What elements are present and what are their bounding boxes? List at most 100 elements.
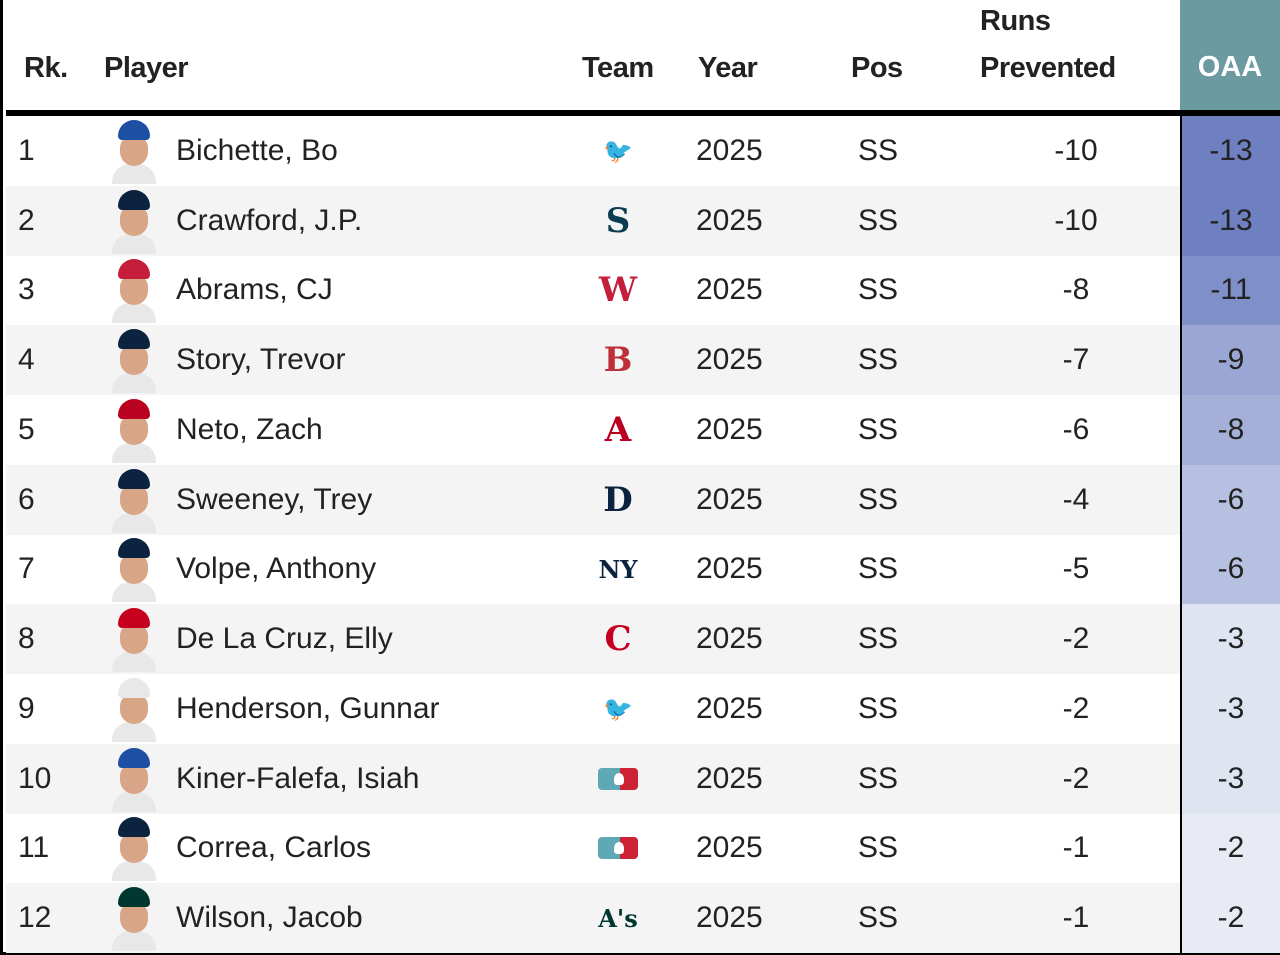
player-avatar[interactable] <box>110 674 158 744</box>
header-runs-line1[interactable]: Runs <box>980 5 1051 37</box>
year-cell: 2025 <box>696 203 763 237</box>
oaa-cell: -3 <box>1180 674 1280 744</box>
cap-shape <box>118 747 150 768</box>
reds-logo-icon[interactable]: C <box>604 619 632 660</box>
table-row[interactable]: 2 Crawford, J.P. S 2025 SS -10 -13 <box>6 185 1280 256</box>
header-year[interactable]: Year <box>698 52 758 84</box>
rank-cell: 5 <box>18 412 35 446</box>
runs-prevented-cell: -6 <box>1062 412 1090 446</box>
player-avatar[interactable] <box>110 325 158 395</box>
table-row[interactable]: 8 De La Cruz, Elly C 2025 SS -2 -3 <box>6 604 1280 674</box>
player-avatar[interactable] <box>110 744 158 814</box>
face-shape <box>120 275 148 306</box>
position-cell: SS <box>858 482 899 516</box>
player-headshot-icon[interactable] <box>110 817 158 882</box>
nationals-logo-icon[interactable]: W <box>598 270 638 311</box>
tigers-logo-icon[interactable]: D <box>603 479 633 520</box>
player-headshot-icon[interactable] <box>110 538 158 603</box>
player-name-link[interactable]: Story, Trevor <box>176 343 346 377</box>
table-row[interactable]: 6 Sweeney, Trey D 2025 SS -4 -6 <box>6 464 1280 535</box>
player-name-link[interactable]: Henderson, Gunnar <box>176 691 440 725</box>
blue-jays-logo-icon[interactable]: 🐦 <box>603 136 633 166</box>
year-cell: 2025 <box>696 133 763 167</box>
player-avatar[interactable] <box>110 465 158 535</box>
table-row[interactable]: 12 Wilson, Jacob A's 2025 SS -1 -2 <box>6 883 1280 953</box>
player-avatar[interactable] <box>110 186 158 256</box>
runs-prevented-cell: -1 <box>1062 901 1090 935</box>
player-avatar[interactable] <box>110 395 158 465</box>
table-row[interactable]: 1 Bichette, Bo 🐦 2025 SS -10 -13 <box>6 116 1280 186</box>
oaa-cell: -13 <box>1180 116 1280 186</box>
player-avatar[interactable] <box>110 535 158 605</box>
runs-prevented-cell: -2 <box>1062 622 1090 656</box>
orioles-logo-icon[interactable]: 🐦 <box>603 694 633 724</box>
table-row[interactable]: 7 Volpe, Anthony NY 2025 SS -5 -6 <box>6 534 1280 605</box>
table-row[interactable]: 4 Story, Trevor B 2025 SS -7 -9 <box>6 325 1280 395</box>
mlb-logo-icon[interactable] <box>598 767 638 790</box>
table-row[interactable]: 3 Abrams, CJ W 2025 SS -8 -11 <box>6 255 1280 326</box>
player-headshot-icon[interactable] <box>110 259 158 324</box>
athletics-logo-icon[interactable]: A's <box>598 903 638 933</box>
header-runs-line2[interactable]: Prevented <box>980 52 1116 84</box>
yankees-logo-icon[interactable]: NY <box>598 554 638 584</box>
oaa-cell: -3 <box>1180 743 1280 814</box>
header-divider <box>6 110 1280 116</box>
player-avatar[interactable] <box>110 814 158 884</box>
team-cell: C <box>594 604 642 674</box>
player-avatar[interactable] <box>110 883 158 953</box>
header-rank[interactable]: Rk. <box>24 52 68 84</box>
player-name-link[interactable]: Sweeney, Trey <box>176 482 373 516</box>
face-shape <box>120 763 148 794</box>
player-headshot-icon[interactable] <box>110 747 158 812</box>
player-name-link[interactable]: Bichette, Bo <box>176 133 338 167</box>
player-headshot-icon[interactable] <box>110 468 158 533</box>
runs-prevented-cell: -5 <box>1062 552 1090 586</box>
team-cell <box>594 744 642 814</box>
player-name-link[interactable]: Wilson, Jacob <box>176 901 363 935</box>
player-headshot-icon[interactable] <box>110 887 158 952</box>
player-headshot-icon[interactable] <box>110 119 158 184</box>
table-row[interactable]: 11 Correa, Carlos 2025 SS -1 -2 <box>6 813 1280 884</box>
position-cell: SS <box>858 691 899 725</box>
player-headshot-icon[interactable] <box>110 189 158 254</box>
player-name-link[interactable]: Kiner-Falefa, Isiah <box>176 761 420 795</box>
shoulders-shape <box>112 791 156 812</box>
year-cell: 2025 <box>696 412 763 446</box>
table-body: 1 Bichette, Bo 🐦 2025 SS -10 -13 2 Crawford, J.P… <box>6 116 1280 953</box>
player-avatar[interactable] <box>110 604 158 674</box>
header-pos[interactable]: Pos <box>851 52 903 84</box>
player-headshot-icon[interactable] <box>110 608 158 673</box>
shoulders-shape <box>112 303 156 324</box>
year-cell: 2025 <box>696 691 763 725</box>
player-headshot-icon[interactable] <box>110 398 158 463</box>
player-name-link[interactable]: Crawford, J.P. <box>176 203 363 237</box>
shoulders-shape <box>112 652 156 673</box>
red-sox-logo-icon[interactable]: B <box>603 340 633 381</box>
rank-cell: 4 <box>18 343 35 377</box>
shoulders-shape <box>112 233 156 254</box>
table-row[interactable]: 5 Neto, Zach A 2025 SS -6 -8 <box>6 395 1280 465</box>
angels-logo-icon[interactable]: A <box>604 409 632 450</box>
team-cell: NY <box>594 535 642 605</box>
table-row[interactable]: 10 Kiner-Falefa, Isiah 2025 SS -2 -3 <box>6 743 1280 814</box>
year-cell: 2025 <box>696 273 763 307</box>
mariners-logo-icon[interactable]: S <box>605 200 631 241</box>
face-shape <box>120 693 148 724</box>
header-team[interactable]: Team <box>582 52 654 84</box>
player-name-link[interactable]: Volpe, Anthony <box>176 552 377 586</box>
player-headshot-icon[interactable] <box>110 329 158 394</box>
oaa-cell: -8 <box>1180 395 1280 465</box>
player-name-link[interactable]: Abrams, CJ <box>176 273 333 307</box>
header-oaa[interactable]: OAA <box>1180 0 1280 110</box>
team-cell: A's <box>594 883 642 953</box>
player-avatar[interactable] <box>110 256 158 326</box>
player-name-link[interactable]: Correa, Carlos <box>176 831 372 865</box>
mlb-logo-icon[interactable] <box>598 837 638 860</box>
table-row[interactable]: 9 Henderson, Gunnar 🐦 2025 SS -2 -3 <box>6 674 1280 744</box>
header-player[interactable]: Player <box>104 52 189 84</box>
player-name-link[interactable]: Neto, Zach <box>176 412 323 446</box>
player-headshot-icon[interactable] <box>110 677 158 742</box>
player-name-link[interactable]: De La Cruz, Elly <box>176 622 393 656</box>
player-avatar[interactable] <box>110 116 158 186</box>
